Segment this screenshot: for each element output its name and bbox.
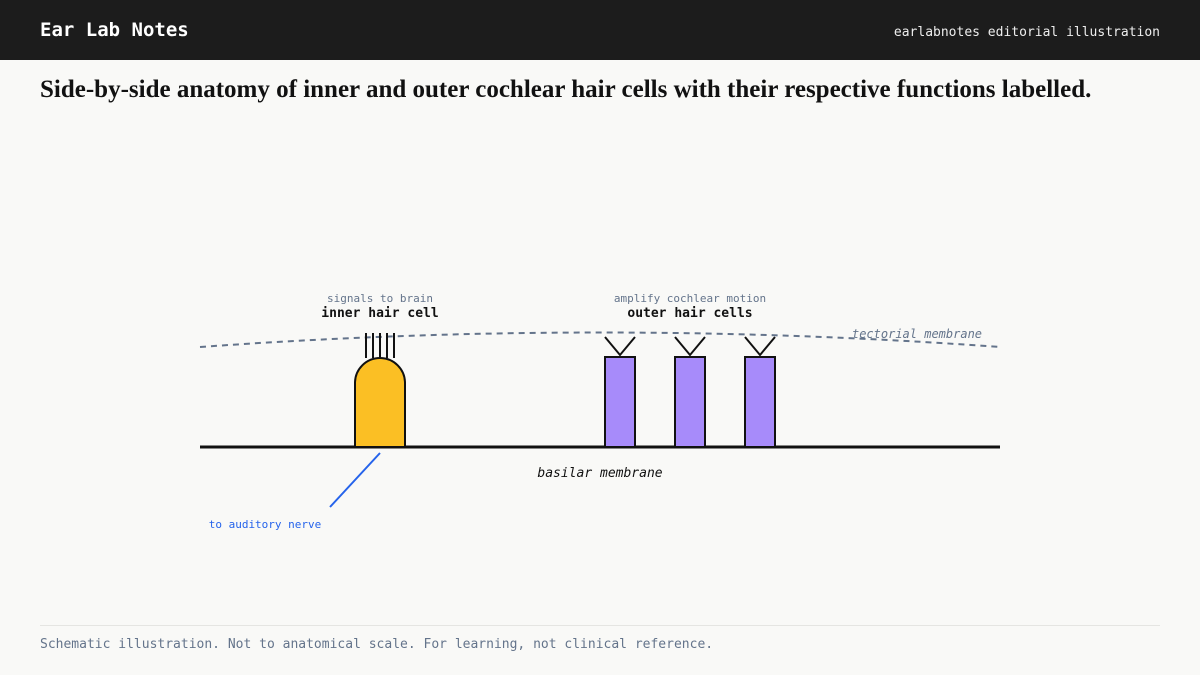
- nerve-line: [329, 452, 381, 508]
- brand[interactable]: Ear Lab Notes: [40, 19, 189, 41]
- stereocilia: [365, 333, 395, 358]
- tectorial-membrane: [199, 331, 1001, 348]
- footer-note: Schematic illustration. Not to anatomica…: [40, 637, 714, 652]
- footer-rule: [40, 625, 1160, 626]
- inner-hair-cell: [354, 357, 406, 448]
- tagline: earlabnotes editorial illustration: [893, 25, 1160, 40]
- basilar-label: basilar membrane: [537, 466, 662, 481]
- outer-hair-cells: [604, 356, 776, 448]
- top-bar: Ear Lab Notes earlabnotes editorial illu…: [0, 0, 1200, 60]
- outer-function: amplify cochlear motion: [614, 292, 766, 305]
- inner-label: inner hair cell: [321, 306, 438, 321]
- tectorial-label: tectorial membrane: [852, 327, 982, 341]
- outer-stereocilia: [604, 336, 776, 357]
- outer-label: outer hair cells: [627, 306, 752, 321]
- page-title: Side-by-side anatomy of inner and outer …: [40, 76, 1092, 103]
- nerve-label: to auditory nerve: [209, 518, 322, 531]
- inner-function: signals to brain: [327, 292, 433, 305]
